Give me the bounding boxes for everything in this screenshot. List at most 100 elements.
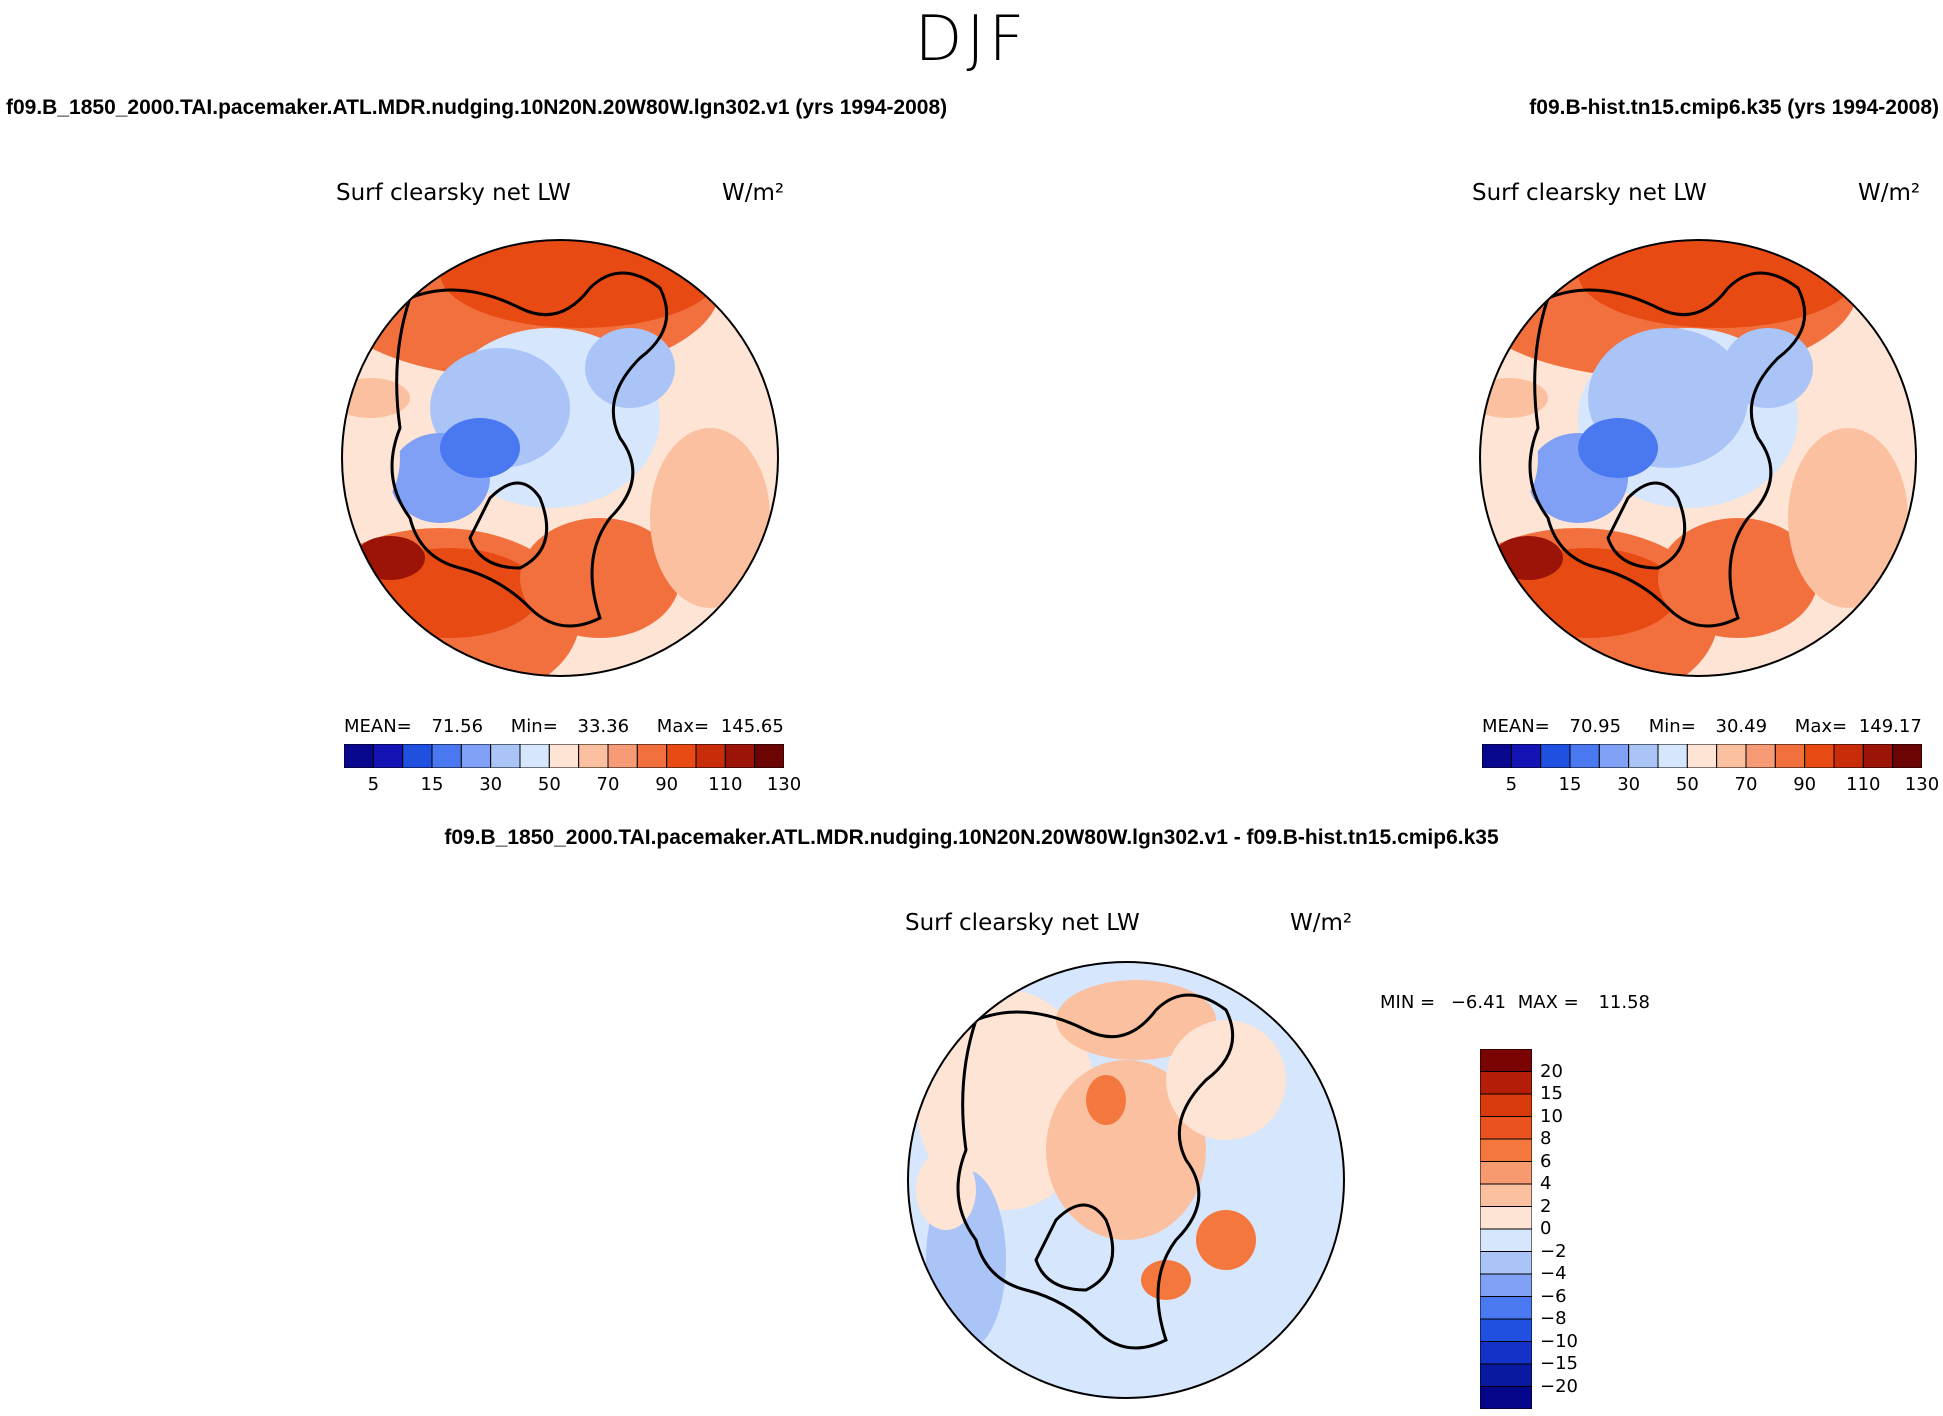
left-min-value: 33.36	[577, 716, 630, 737]
right-colorbar-swatch	[1716, 744, 1747, 768]
right-colorbar-swatch	[1569, 744, 1600, 768]
right-colorbar	[1482, 744, 1922, 768]
right-max-value: 149.17	[1858, 716, 1922, 737]
diff-max-label: MAX =	[1517, 992, 1579, 1013]
right-colorbar-swatch	[1598, 744, 1630, 768]
diff-colorbar-swatch	[1480, 1206, 1532, 1230]
right-case-title: f09.B-hist.tn15.cmip6.k35 (yrs 1994-2008…	[1529, 96, 1939, 119]
diff-variable-label: Surf clearsky net LW	[905, 910, 1140, 936]
diff-colorbar-tick-label: 8	[1540, 1128, 1552, 1149]
left-colorbar-swatch	[372, 744, 404, 768]
diff-colorbar-swatch	[1480, 1071, 1532, 1095]
diff-colorbar-swatch	[1480, 1341, 1532, 1365]
left-colorbar-swatch	[607, 744, 638, 768]
diff-colorbar-swatch	[1480, 1049, 1532, 1072]
right-colorbar-tick-label: 130	[1904, 774, 1940, 795]
left-colorbar-swatch	[460, 744, 492, 768]
diff-colorbar-swatch	[1480, 1228, 1532, 1252]
left-colorbar-swatch	[431, 744, 462, 768]
diff-colorbar-swatch	[1480, 1318, 1532, 1342]
left-colorbar-swatch	[724, 744, 756, 768]
diff-colorbar-tick-label: 10	[1540, 1105, 1563, 1127]
right-colorbar-swatch	[1628, 744, 1659, 768]
diff-colorbar-swatch	[1480, 1296, 1532, 1320]
diff-colorbar-tick-label: −20	[1540, 1375, 1578, 1397]
diff-colorbar-tick-label: 6	[1540, 1150, 1552, 1172]
diff-colorbar-swatch	[1480, 1273, 1532, 1297]
left-mean-label: MEAN=	[344, 716, 412, 737]
diff-case-title: f09.B_1850_2000.TAI.pacemaker.ATL.MDR.nu…	[444, 826, 1499, 849]
right-colorbar-ticks: 5 15 30 50 70 90 110 130	[1482, 774, 1940, 798]
right-colorbar-tick-label: 5	[1505, 774, 1518, 795]
left-colorbar-tick-label: 110	[708, 774, 743, 795]
right-polar-map	[1479, 239, 1917, 677]
right-mean-label: MEAN=	[1482, 716, 1550, 737]
left-colorbar-tick-label: 15	[420, 774, 444, 795]
right-colorbar-tick-label: 15	[1558, 774, 1582, 795]
left-colorbar-swatch	[578, 744, 609, 768]
right-colorbar-swatch	[1804, 744, 1835, 768]
left-colorbar-swatch	[548, 744, 580, 768]
left-units-label: W/m²	[722, 180, 785, 206]
right-colorbar-swatch	[1657, 744, 1688, 768]
diff-colorbar-tick-label: −8	[1540, 1308, 1567, 1329]
right-colorbar-swatch	[1862, 744, 1894, 768]
season-title: DJF	[914, 2, 1029, 75]
right-mean-value: 70.95	[1569, 716, 1622, 737]
left-colorbar-swatch	[754, 744, 784, 768]
left-max-label: Max=	[656, 716, 710, 737]
right-min-value: 30.49	[1715, 716, 1768, 737]
right-variable-label: Surf clearsky net LW	[1472, 180, 1707, 206]
diff-colorbar-tick-label: 0	[1540, 1218, 1552, 1239]
diff-min-value: −6.41	[1450, 992, 1507, 1013]
left-colorbar-swatch	[695, 744, 726, 768]
left-max-value: 145.65	[720, 716, 784, 737]
left-colorbar	[344, 744, 784, 768]
diff-colorbar-tick-label: −4	[1540, 1263, 1567, 1284]
diff-colorbar-swatch	[1480, 1251, 1532, 1275]
right-colorbar-swatch	[1540, 744, 1571, 768]
right-colorbar-swatch	[1774, 744, 1806, 768]
diff-min-label: MIN =	[1380, 992, 1436, 1013]
left-colorbar-tick-label: 90	[655, 774, 679, 795]
left-colorbar-ticks: 5 15 30 50 70 90 110 130	[344, 774, 802, 798]
diff-colorbar-swatch	[1480, 1386, 1532, 1409]
diff-colorbar-tick-label: 20	[1540, 1060, 1563, 1082]
left-case-title: f09.B_1850_2000.TAI.pacemaker.ATL.MDR.nu…	[6, 96, 948, 119]
diff-stats: MIN = −6.41 MAX = 11.58	[1380, 992, 1650, 1013]
left-colorbar-swatch	[402, 744, 433, 768]
right-min-label: Min=	[1648, 716, 1696, 737]
left-colorbar-swatch	[344, 744, 374, 768]
left-colorbar-tick-label: 50	[537, 774, 561, 795]
left-colorbar-swatch	[490, 744, 521, 768]
left-colorbar-tick-label: 70	[596, 774, 620, 795]
diff-colorbar-swatch	[1480, 1161, 1532, 1185]
diff-colorbar-ticks: 20 15 10 8 6 4 2 0 −2 −4 −6 −8 −10 −15 −20	[1540, 1049, 1620, 1409]
diff-polar-map	[907, 961, 1345, 1399]
left-colorbar-tick-label: 5	[367, 774, 380, 795]
diff-colorbar-tick-label: 15	[1540, 1083, 1563, 1104]
right-colorbar-tick-label: 30	[1617, 774, 1641, 795]
diff-colorbar-tick-label: −6	[1540, 1285, 1567, 1307]
right-colorbar-swatch	[1833, 744, 1864, 768]
right-colorbar-swatch	[1892, 744, 1922, 768]
diff-colorbar-swatch	[1480, 1116, 1532, 1140]
diff-colorbar-swatch	[1480, 1138, 1532, 1162]
diff-colorbar-tick-label: −15	[1540, 1353, 1578, 1374]
right-colorbar-swatch	[1482, 744, 1512, 768]
right-colorbar-swatch	[1745, 744, 1776, 768]
right-colorbar-tick-label: 90	[1793, 774, 1817, 795]
diff-colorbar-swatch	[1480, 1093, 1532, 1117]
right-colorbar-tick-label: 70	[1734, 774, 1758, 795]
right-stats: MEAN= 70.95 Min= 30.49 Max= 149.17	[1482, 716, 1922, 737]
left-variable-label: Surf clearsky net LW	[336, 180, 571, 206]
diff-units-label: W/m²	[1290, 910, 1353, 936]
right-colorbar-tick-label: 50	[1675, 774, 1699, 795]
left-min-label: Min=	[510, 716, 558, 737]
right-max-label: Max=	[1794, 716, 1848, 737]
diff-max-value: 11.58	[1598, 992, 1650, 1013]
left-colorbar-swatch	[636, 744, 668, 768]
diff-colorbar	[1480, 1049, 1532, 1409]
diff-colorbar-tick-label: 2	[1540, 1195, 1552, 1217]
diff-colorbar-swatch	[1480, 1183, 1532, 1207]
